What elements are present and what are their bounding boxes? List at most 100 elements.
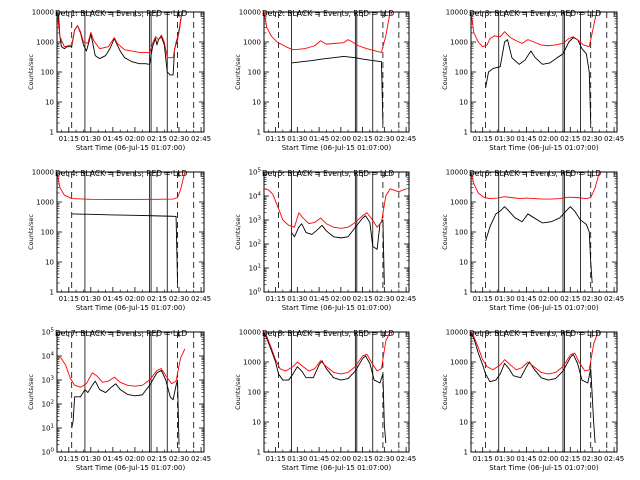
x-tick-label: 02:30 — [582, 135, 602, 143]
x-tick-label: 02:30 — [169, 135, 189, 143]
y-tick-label: 10000 — [239, 329, 261, 337]
series-lld-line — [471, 172, 600, 200]
series-lld-line — [264, 188, 407, 229]
y-tick-label: 1000 — [36, 39, 54, 47]
y-tick-label: 10000 — [32, 9, 54, 17]
y-tick-label: 100 — [41, 69, 54, 77]
y-tick-label: 102 — [249, 240, 261, 249]
y-tick-label: 10000 — [239, 9, 261, 17]
panel-det-9: 1 10 100 1000 10000 01:15 01:30 01:45 02:00 02:15… — [441, 329, 624, 473]
x-tick-label: 01:45 — [103, 135, 123, 143]
panel-det-3: 1 10 100 1000 10000 01:15 01:30 01:45 02:00 02:15… — [441, 9, 624, 153]
y-axis-label: Counts/sec — [27, 214, 35, 250]
x-tick-label: 01:15 — [59, 295, 79, 303]
series-events-line — [485, 37, 592, 123]
panel-title: Det 3: BLACK = Events, RED = LLD — [469, 9, 601, 18]
y-tick-label: 100 — [248, 389, 261, 397]
x-tick-label: 02:00 — [331, 455, 351, 463]
x-tick-label: 02:00 — [331, 295, 351, 303]
x-tick-label: 02:30 — [582, 295, 602, 303]
y-tick-label: 101 — [42, 424, 54, 433]
panel-title: Det 1: BLACK = Events, RED = LLD — [55, 9, 187, 18]
y-tick-label: 1 — [50, 289, 54, 297]
x-axis-label: Start Time (06-Jul-15 01:07:00) — [282, 144, 392, 152]
y-tick-label: 1000 — [450, 39, 468, 47]
y-tick-label: 100 — [41, 229, 54, 237]
x-tick-label: 02:45 — [191, 295, 211, 303]
panel-det-4: 1 10 100 1000 10000 01:15 01:30 01:45 02:00 02:15… — [27, 169, 211, 313]
x-tick-label: 02:15 — [147, 455, 167, 463]
x-tick-label: 02:15 — [147, 295, 167, 303]
x-tick-label: 01:15 — [59, 135, 79, 143]
plot-frame — [263, 171, 410, 293]
panel-title: Det 2: BLACK = Events, RED = LLD — [262, 9, 394, 18]
plot-frame — [56, 171, 205, 293]
series-events-line — [291, 55, 384, 123]
x-tick-label: 02:15 — [560, 135, 580, 143]
plot-frame — [470, 171, 618, 293]
series-events-line — [71, 213, 178, 283]
series-lld-line — [57, 12, 183, 59]
y-tick-label: 1 — [464, 129, 468, 137]
y-tick-label: 10 — [45, 99, 54, 107]
x-tick-label: 01:30 — [494, 295, 514, 303]
x-tick-label: 02:00 — [538, 135, 558, 143]
x-tick-label: 02:00 — [538, 455, 558, 463]
x-tick-label: 02:45 — [604, 135, 624, 143]
x-tick-label: 02:30 — [374, 295, 394, 303]
y-axis-label: Counts/sec — [234, 374, 242, 410]
x-tick-label: 01:45 — [516, 135, 536, 143]
y-tick-label: 10000 — [32, 169, 54, 177]
x-tick-label: 01:30 — [81, 295, 101, 303]
x-tick-label: 02:45 — [396, 295, 416, 303]
y-tick-label: 104 — [249, 192, 262, 201]
plot-frame — [263, 331, 410, 453]
y-tick-label: 103 — [42, 376, 55, 385]
x-tick-label: 02:45 — [604, 455, 624, 463]
x-tick-label: 02:15 — [353, 135, 373, 143]
y-tick-label: 101 — [249, 264, 261, 273]
x-tick-label: 01:15 — [59, 455, 79, 463]
x-tick-label: 01:45 — [309, 295, 329, 303]
x-tick-label: 01:30 — [81, 455, 101, 463]
panel-det-1: 1 10 100 1000 10000 01:15 01:30 01:45 02:00 02:15… — [27, 9, 211, 153]
y-tick-label: 104 — [42, 352, 55, 361]
panel-det-2: 1 10 100 1000 10000 01:15 01:30 01:45 02:00 02:15… — [234, 9, 416, 153]
panel-title: Det 8: BLACK = Events, RED = LLD — [262, 329, 394, 338]
x-tick-label: 01:45 — [309, 135, 329, 143]
y-tick-label: 1 — [464, 449, 468, 457]
panel-title: Det 5: BLACK = Events, RED = LLD — [262, 169, 394, 178]
x-tick-label: 01:15 — [266, 455, 286, 463]
x-tick-label: 02:00 — [125, 135, 145, 143]
y-tick-label: 105 — [249, 168, 262, 177]
x-tick-label: 02:00 — [538, 295, 558, 303]
x-axis-label: Start Time (06-Jul-15 01:07:00) — [76, 144, 186, 152]
y-tick-label: 1 — [257, 129, 261, 137]
x-tick-label: 01:30 — [287, 135, 307, 143]
series-events-line — [291, 215, 385, 285]
y-tick-label: 102 — [42, 400, 54, 409]
y-tick-label: 10 — [459, 99, 468, 107]
y-tick-label: 1 — [464, 289, 468, 297]
series-lld-line — [471, 12, 598, 48]
x-tick-label: 01:30 — [494, 455, 514, 463]
x-axis-label: Start Time (06-Jul-15 01:07:00) — [76, 464, 186, 472]
x-tick-label: 02:30 — [582, 455, 602, 463]
x-tick-label: 01:45 — [516, 455, 536, 463]
x-axis-label: Start Time (06-Jul-15 01:07:00) — [282, 304, 392, 312]
x-tick-label: 01:15 — [473, 455, 493, 463]
y-tick-label: 10000 — [446, 9, 468, 17]
y-axis-label: Counts/sec — [441, 374, 449, 410]
y-axis-label: Counts/sec — [234, 54, 242, 90]
y-tick-label: 10 — [252, 99, 261, 107]
x-tick-label: 01:15 — [266, 295, 286, 303]
y-tick-label: 1000 — [243, 359, 261, 367]
y-tick-label: 1000 — [450, 199, 468, 207]
panel-title: Det 4: BLACK = Events, RED = LLD — [55, 169, 187, 178]
y-axis-label: Counts/sec — [27, 374, 35, 410]
x-tick-label: 02:15 — [353, 455, 373, 463]
plot-frame — [470, 331, 618, 453]
y-axis-label: Counts/sec — [234, 214, 242, 250]
